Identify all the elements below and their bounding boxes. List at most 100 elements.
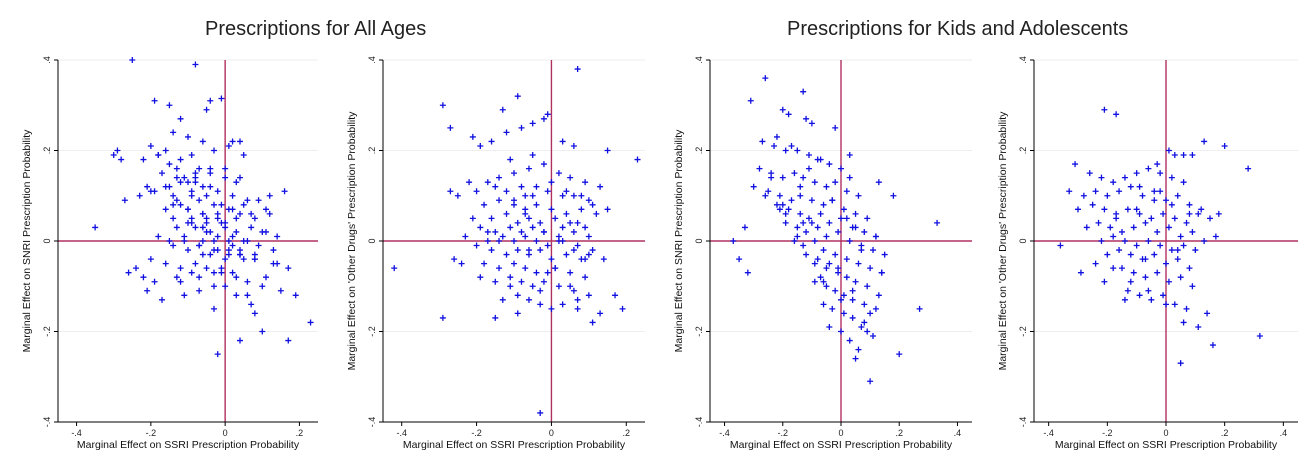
chart-0-point-97	[140, 274, 147, 281]
chart-2-point-62	[823, 233, 830, 240]
chart-0-point-69	[233, 228, 240, 235]
chart-0-point-3	[207, 97, 214, 104]
chart-3-point-80	[1165, 278, 1172, 285]
chart-0-point-59	[237, 210, 243, 217]
chart-0-point-177	[251, 251, 258, 258]
chart-1-point-113	[604, 206, 611, 213]
chart-2-point-22	[794, 147, 801, 154]
chart-1-point-70	[574, 242, 581, 249]
chart-2-point-19	[759, 138, 766, 145]
chart-0-point-121	[173, 174, 180, 181]
chart-2-point-10	[890, 192, 897, 199]
chart-0-point-84	[199, 251, 206, 258]
chart-3-point-108	[1157, 188, 1164, 195]
chart-1-point-28	[492, 183, 499, 190]
chart-1-point-102	[548, 305, 555, 312]
chart-3-point-96	[1113, 215, 1120, 222]
chart-0-point-74	[166, 238, 173, 244]
chart-3-point-91	[1127, 278, 1134, 285]
chart-1-point-42	[563, 210, 570, 217]
chart-2-point-59	[794, 224, 801, 231]
chart-3-point-23	[1180, 179, 1187, 186]
chart-1-point-11	[537, 409, 544, 416]
chart-2-point-2	[800, 88, 807, 95]
chart-2-point-26	[838, 165, 844, 172]
chart-2-xtick-label-1: -.2	[778, 428, 789, 438]
chart-3-point-100	[1186, 210, 1193, 217]
chart-2-point-56	[861, 228, 868, 235]
chart-0-point-164	[185, 219, 191, 226]
chart-1-point-126	[600, 256, 607, 263]
chart-3-point-7	[1066, 188, 1073, 195]
chart-2-point-39	[776, 192, 783, 199]
chart-1-point-115	[522, 192, 529, 199]
chart-1-point-121	[525, 247, 532, 254]
chart-0-point-20	[185, 133, 191, 140]
chart-2-point-117	[843, 215, 850, 222]
chart-0-point-149	[181, 238, 188, 244]
chart-3-point-49	[1107, 224, 1114, 231]
chart-0-point-159	[192, 174, 199, 181]
chart-2-point-89	[849, 296, 856, 303]
chart-1-point-17	[484, 179, 491, 186]
chart-0-point-1	[192, 61, 199, 68]
chart-0-point-141	[274, 233, 281, 240]
chart-1-point-72	[473, 242, 480, 249]
chart-2-point-70	[811, 238, 818, 244]
chart-0-point-119	[207, 183, 214, 190]
chart-2-point-53	[826, 219, 833, 226]
chart-0-point-11	[307, 319, 314, 326]
chart-2-point-17	[811, 260, 818, 267]
chart-1-point-131	[447, 188, 454, 195]
chart-2-point-21	[782, 147, 789, 154]
chart-1-point-9	[391, 265, 398, 272]
chart-0-point-22	[199, 138, 206, 145]
chart-1-point-73	[488, 247, 495, 254]
chart-2-point-30	[791, 170, 798, 177]
chart-0-point-44	[144, 183, 151, 190]
chart-1-point-67	[533, 238, 540, 244]
chart-3-point-95	[1195, 323, 1202, 330]
chart-2-point-74	[855, 260, 862, 267]
chart-2-point-34	[832, 179, 839, 186]
chart-0-point-75	[155, 233, 162, 240]
chart-0-point-166	[218, 265, 225, 272]
chart-2-point-52	[817, 210, 824, 217]
chart-1-ytick-label-3: .2	[367, 147, 377, 155]
chart-1-point-144	[574, 219, 581, 226]
chart-1-point-65	[511, 238, 517, 244]
chart-2-point-0	[762, 75, 769, 82]
chart-3-point-102	[1101, 278, 1108, 285]
chart-3-point-18	[1121, 174, 1128, 181]
chart-3-xtick-label-1: -.2	[1102, 428, 1113, 438]
chart-0-point-154	[136, 192, 143, 199]
chart-2-point-85	[811, 278, 818, 285]
chart-2-point-43	[820, 201, 827, 208]
chart-1-point-0	[439, 102, 446, 109]
chart-3-point-34	[1198, 206, 1205, 213]
chart-3-point-83	[1124, 287, 1131, 294]
chart-1-point-122	[540, 228, 547, 235]
chart-1-point-33	[559, 192, 566, 199]
chart-0-point-60	[251, 215, 258, 222]
chart-3-point-87	[1171, 301, 1178, 308]
chart-3-xtick-label-3: .2	[1221, 428, 1229, 438]
chart-1-point-130	[567, 283, 574, 290]
chart-2-point-42	[808, 197, 815, 204]
chart-3-point-72	[1151, 251, 1158, 258]
chart-2-point-126	[849, 287, 856, 294]
chart-0-point-133	[270, 260, 277, 267]
chart-1-point-95	[555, 283, 562, 290]
chart-3-point-79	[1154, 269, 1161, 276]
chart-1-point-62	[585, 233, 592, 240]
chart-0-point-78	[211, 238, 217, 244]
chart-2-point-93	[829, 305, 836, 312]
chart-1-point-24	[582, 179, 589, 186]
chart-0-point-174	[214, 233, 221, 240]
chart-1-point-58	[529, 224, 536, 231]
chart-0-xtick-label-1: -.2	[146, 428, 157, 438]
chart-0-point-4	[114, 147, 121, 154]
chart-2-point-23	[805, 152, 812, 159]
chart-1-point-52	[567, 219, 574, 226]
